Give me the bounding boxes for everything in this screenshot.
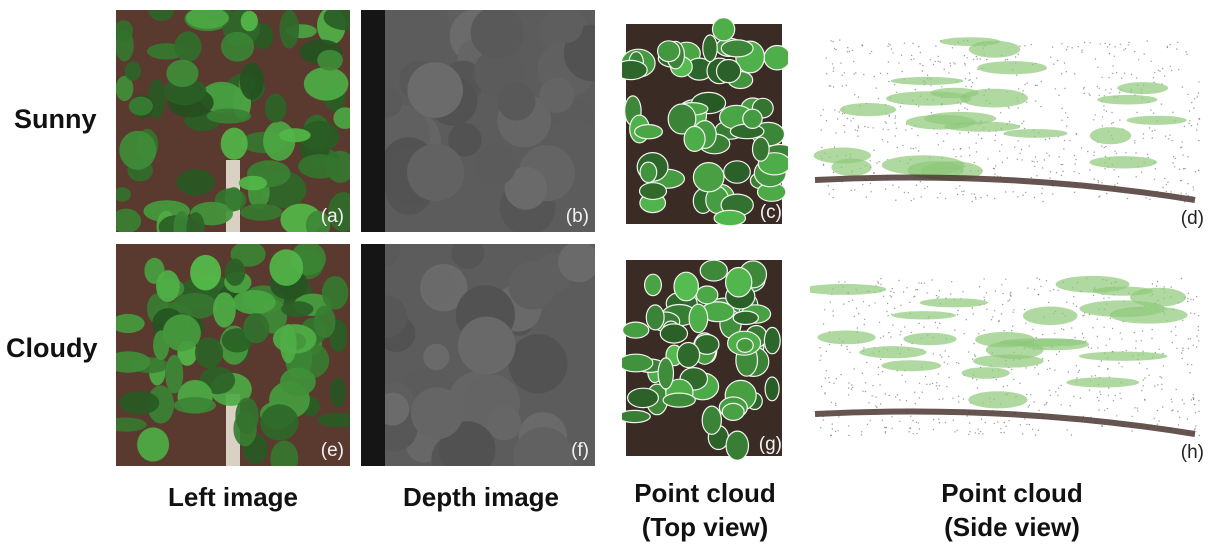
depth-image-cloudy (361, 244, 595, 466)
column-label-point-cloud-top: Point cloud (Top view) (605, 476, 805, 544)
column-label-depth-image: Depth image (361, 480, 601, 514)
column-label-left-image-line1: Left image (167, 482, 299, 512)
row-label-cloudy: Cloudy (6, 333, 98, 363)
left-image-sunny (116, 10, 350, 232)
panel-tag-c: (c) (759, 202, 782, 223)
row-label-sunny: Sunny (14, 104, 97, 134)
panel-tag-a: (a) (320, 206, 344, 227)
column-label-point-cloud-top-line1: Point cloud (634, 478, 776, 508)
panel-tag-d: (d) (1180, 208, 1204, 229)
left-image-cloudy (116, 244, 350, 466)
panel-tag-e: (e) (320, 440, 344, 461)
panel-g-point-cloud-top-cloudy: (g) (622, 254, 788, 460)
panel-e-left-image-cloudy: (e) (116, 244, 350, 466)
column-label-point-cloud-side: Point cloud (Side view) (880, 476, 1144, 544)
panel-f-depth-image-cloudy: (f) (361, 244, 595, 466)
point-cloud-top-sunny (622, 18, 788, 227)
panel-a-left-image-sunny: (a) (116, 10, 350, 232)
panel-d-point-cloud-side-sunny: (d) (810, 10, 1210, 232)
column-label-point-cloud-side-line2: (Side view) (944, 512, 1080, 542)
panel-h-point-cloud-side-cloudy: (h) (810, 248, 1210, 466)
panel-c-point-cloud-top-sunny: (c) (622, 18, 788, 228)
panel-tag-b: (b) (565, 206, 589, 227)
panel-tag-h: (h) (1180, 442, 1204, 463)
depth-image-sunny (361, 10, 595, 232)
column-label-point-cloud-top-line2: (Top view) (641, 512, 769, 542)
column-label-point-cloud-side-line1: Point cloud (941, 478, 1083, 508)
point-cloud-top-cloudy (622, 259, 782, 460)
point-cloud-side-sunny (813, 37, 1201, 203)
column-label-left-image: Left image (116, 480, 350, 514)
point-cloud-side-cloudy (810, 275, 1200, 437)
panel-b-depth-image-sunny: (b) (361, 10, 595, 232)
panel-tag-f: (f) (571, 440, 589, 461)
column-label-depth-image-line1: Depth image (402, 482, 560, 512)
panel-tag-g: (g) (758, 434, 782, 455)
